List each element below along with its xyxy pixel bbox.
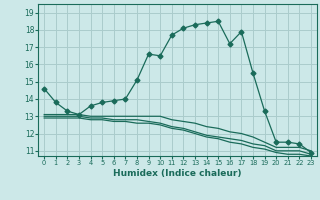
X-axis label: Humidex (Indice chaleur): Humidex (Indice chaleur) [113, 169, 242, 178]
